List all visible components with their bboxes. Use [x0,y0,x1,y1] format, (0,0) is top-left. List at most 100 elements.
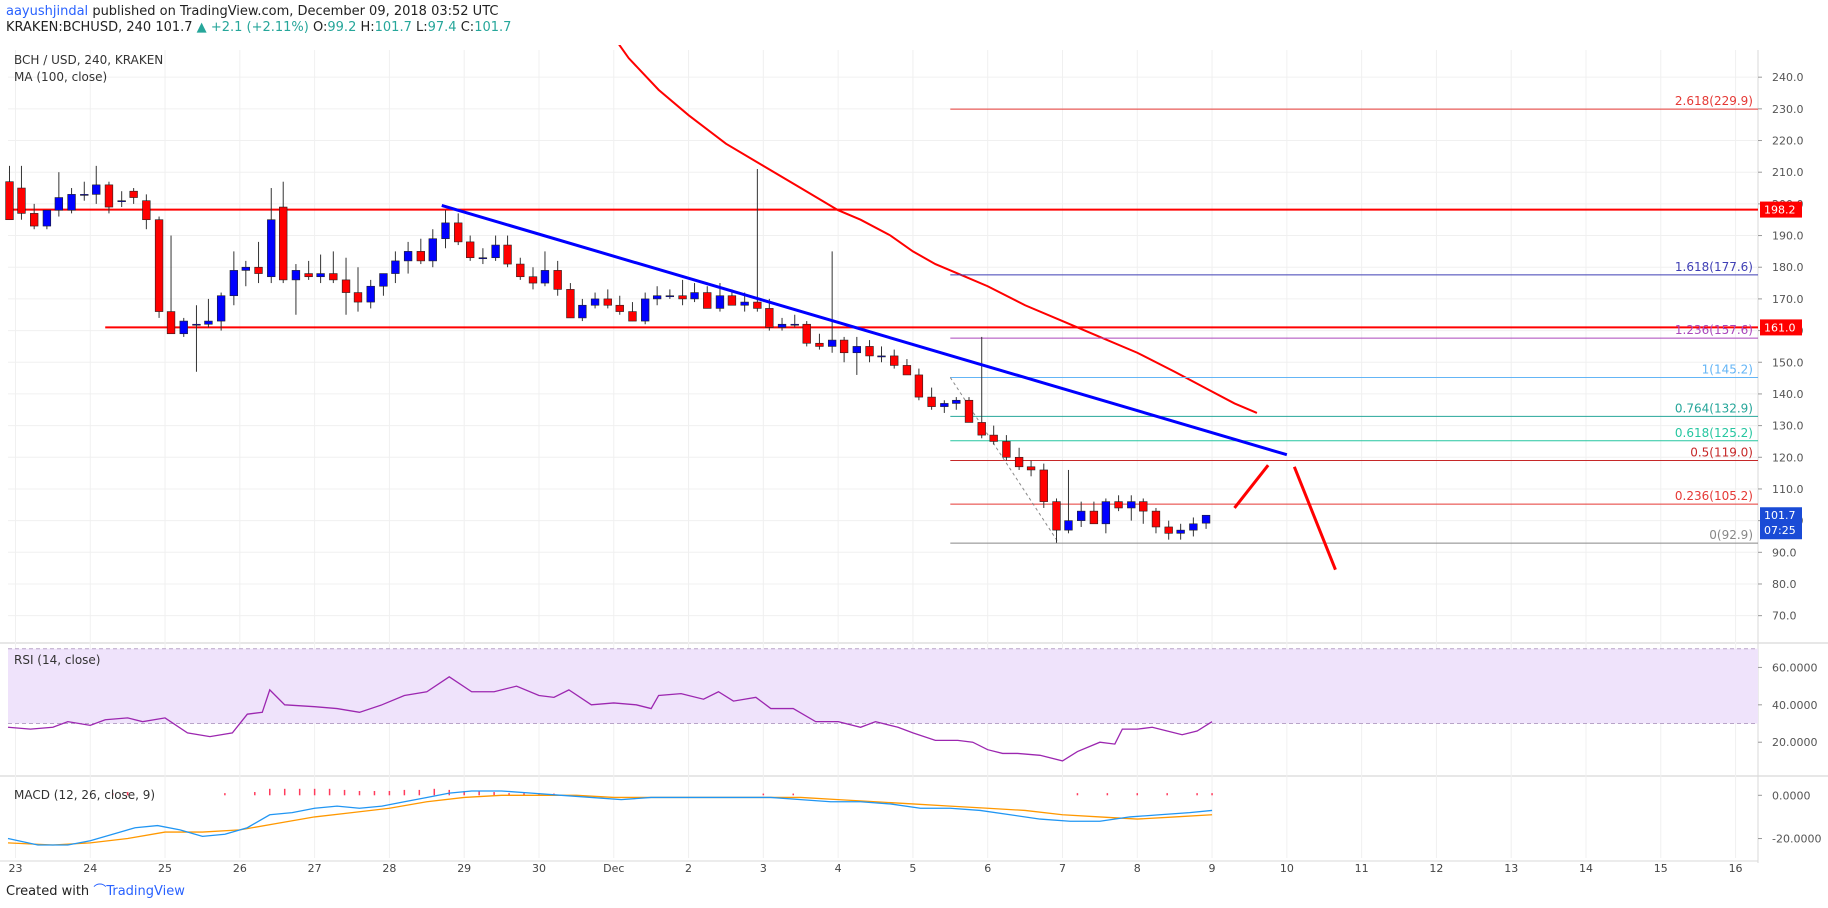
candle-up[interactable] [117,200,126,203]
candle-down[interactable] [989,434,998,442]
candle-up[interactable] [291,270,301,281]
candle-up[interactable] [690,292,699,300]
candle-down[interactable] [1039,469,1048,502]
candle-down[interactable] [30,213,39,227]
candle-up[interactable] [241,266,250,271]
candle-down[interactable] [865,346,874,357]
candle-up[interactable] [80,194,89,196]
macd-line[interactable] [7,790,1213,846]
candle-up[interactable] [852,346,861,354]
candle-up[interactable] [478,257,488,260]
candle-up[interactable] [1101,501,1111,525]
candle-up[interactable] [1189,523,1198,531]
candle-down[interactable] [466,241,475,259]
candle-up[interactable] [1201,514,1211,524]
candle-down[interactable] [927,396,936,407]
tradingview-brand[interactable]: TradingView [106,884,185,899]
candle-down[interactable] [765,308,774,328]
candle-down[interactable] [977,422,986,436]
candle-down[interactable] [1151,510,1161,528]
candle-down[interactable] [615,304,624,312]
candle-down[interactable] [254,266,263,274]
candle-down[interactable] [5,181,14,221]
candle-up[interactable] [54,197,64,211]
bearish-trendline[interactable] [441,204,1288,457]
candle-up[interactable] [179,320,188,335]
candle-up[interactable] [940,403,949,407]
candle-up[interactable] [366,285,375,303]
candle-down[interactable] [1052,501,1061,531]
candle-up[interactable] [1127,501,1136,509]
candle-down[interactable] [329,273,338,281]
candle-up[interactable] [641,298,650,322]
candle-down[interactable] [753,301,762,309]
macd-pane[interactable] [7,788,1213,846]
candle-up[interactable] [578,304,587,319]
candle-up[interactable] [715,295,725,309]
candle-up[interactable] [379,273,388,287]
candle-up[interactable] [403,251,413,262]
candle-down[interactable] [1002,441,1011,458]
candle-up[interactable] [267,219,276,278]
candle-down[interactable] [17,187,26,214]
candle-down[interactable] [703,292,712,309]
candle-down[interactable] [839,339,849,354]
candle-down[interactable] [516,263,525,278]
candle-up[interactable] [1176,529,1185,534]
chart-canvas[interactable]: 2.618(229.9) 1.618(177.6) 1.236(157.6) 1(14… [0,45,1828,875]
candle-up[interactable] [1064,520,1073,531]
candle-up[interactable] [740,301,749,306]
candle-down[interactable] [628,311,637,322]
candle-down[interactable] [914,374,924,398]
candle-down[interactable] [341,279,351,293]
candle-up[interactable] [316,273,325,278]
candle-up[interactable] [790,323,799,326]
candle-down[interactable] [279,206,288,281]
candle-down[interactable] [566,289,575,319]
candle-down[interactable] [1139,501,1148,512]
candle-up[interactable] [229,270,239,297]
rsi-pane[interactable] [7,648,1758,762]
candle-up[interactable] [665,295,675,298]
forecast-up-segment[interactable] [1233,464,1270,509]
candle-up[interactable] [92,184,101,195]
candle-down[interactable] [902,365,912,376]
candle-down[interactable] [154,219,164,312]
candle-up[interactable] [216,295,226,322]
candle-up[interactable] [391,260,400,274]
candle-down[interactable] [603,298,612,306]
candle-down[interactable] [553,270,562,290]
candle-down[interactable] [304,273,313,278]
candle-down[interactable] [416,251,425,262]
candle-up[interactable] [1077,510,1086,521]
price-pane[interactable]: 2.618(229.9) 1.618(177.6) 1.236(157.6) 1(14… [5,45,1758,571]
candle-down[interactable] [890,355,899,366]
candle-up[interactable] [491,244,500,259]
candle-down[interactable] [353,292,363,303]
candle-up[interactable] [428,238,437,262]
candle-up[interactable] [540,270,550,284]
candle-down[interactable] [964,399,974,423]
candle-down[interactable] [1114,501,1123,509]
candle-up[interactable] [652,295,662,300]
candle-down[interactable] [1089,510,1099,525]
candle-up[interactable] [952,399,961,404]
candle-up[interactable] [42,209,52,227]
candle-down[interactable] [528,276,538,284]
candle-up[interactable] [877,355,886,358]
candle-up[interactable] [441,222,450,240]
candle-down[interactable] [1026,466,1036,471]
candle-down[interactable] [503,244,512,265]
candle-up[interactable] [192,323,201,326]
macd-signal-line[interactable] [7,794,1213,846]
candle-up[interactable] [777,323,787,328]
candle-down[interactable] [1164,526,1173,534]
candle-up[interactable] [590,298,600,306]
candle-down[interactable] [802,323,811,344]
candle-down[interactable] [166,311,176,335]
candle-down[interactable] [104,184,114,208]
candle-down[interactable] [454,222,463,243]
candle-down[interactable] [129,190,138,198]
candle-down[interactable] [815,342,824,347]
candle-up[interactable] [67,194,76,211]
